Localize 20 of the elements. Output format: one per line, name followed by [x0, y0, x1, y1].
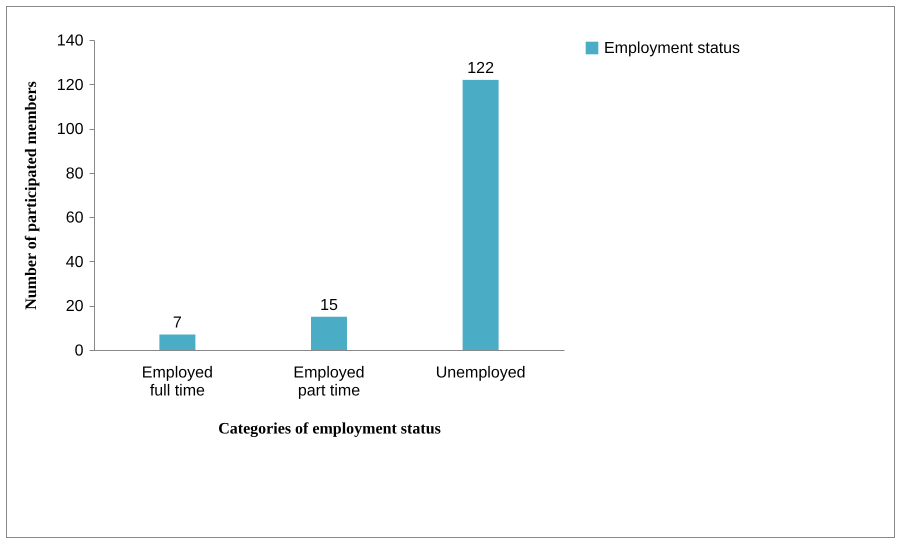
x-axis-title: Categories of employment status	[218, 420, 441, 438]
y-tick-label: 120	[56, 76, 84, 94]
bar	[159, 334, 196, 350]
data-label: 7	[172, 314, 182, 332]
y-tick-label: 40	[66, 254, 84, 271]
x-tick-label: Unemployed	[436, 364, 526, 382]
x-tick-label: Employed full time	[142, 364, 213, 400]
data-label: 15	[320, 296, 338, 314]
y-tick-label: 0	[74, 342, 84, 360]
data-label: 122	[467, 60, 494, 77]
y-tick-label: 100	[56, 121, 84, 138]
y-tick-label: 140	[56, 32, 84, 50]
legend-label: Employment status	[604, 40, 740, 57]
bar	[311, 316, 347, 350]
bar	[462, 80, 499, 350]
x-tick-label: Employed part time	[293, 364, 365, 400]
y-tick-label: 60	[66, 210, 84, 227]
y-tick-label: 20	[66, 298, 84, 316]
y-tick-label: 80	[66, 165, 84, 182]
y-axis-title: Number of participated members	[22, 81, 40, 310]
